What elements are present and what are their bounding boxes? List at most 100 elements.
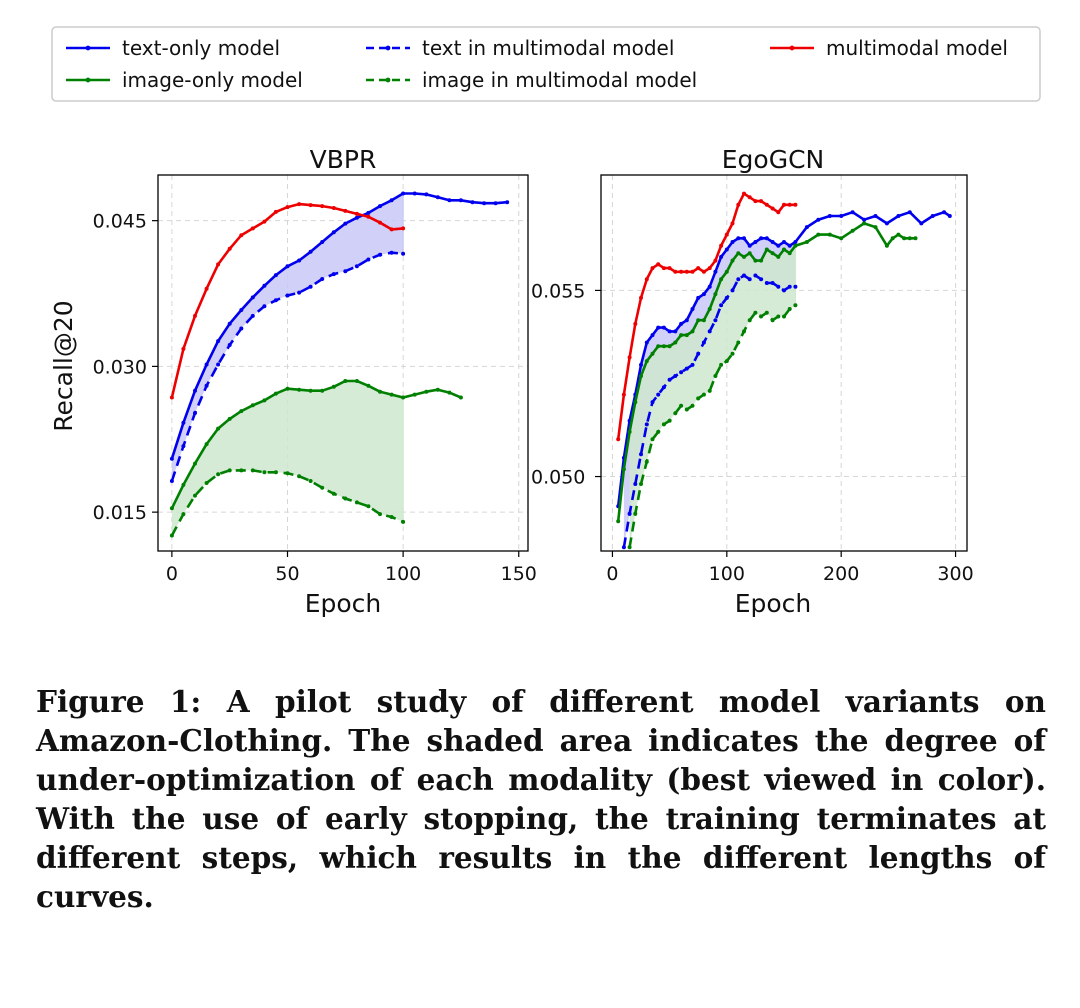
data-point-multimodal-model: [764, 202, 769, 207]
data-point-image-in-multimodal-model: [644, 459, 649, 464]
data-point-image-only-model: [458, 395, 463, 400]
data-point-image-only-model: [204, 442, 209, 447]
legend-marker: [85, 45, 91, 51]
data-point-image-only-model: [839, 236, 844, 241]
data-point-text-only-model: [412, 191, 417, 196]
data-point-multimodal-model: [285, 205, 290, 210]
data-point-text-only-model: [850, 210, 855, 215]
data-point-image-only-model: [724, 269, 729, 274]
data-point-image-in-multimodal-model: [389, 515, 394, 519]
data-point-text-in-multimodal-model: [308, 284, 313, 289]
data-point-multimodal-model: [227, 246, 232, 251]
legend-marker: [385, 77, 391, 83]
data-point-image-in-multimodal-model: [193, 493, 197, 498]
data-point-text-only-model: [896, 214, 901, 218]
data-point-image-in-multimodal-model: [366, 504, 371, 509]
legend-marker: [789, 45, 795, 51]
data-point-text-only-model: [366, 210, 371, 215]
data-point-multimodal-model: [753, 199, 758, 204]
legend-label: text-only model: [122, 36, 280, 60]
y-tick-label: 0.015: [93, 502, 147, 524]
x-tick-label: 150: [501, 563, 537, 585]
data-point-text-in-multimodal-model: [378, 252, 382, 257]
data-point-text-only-model: [690, 307, 695, 311]
data-point-text-only-model: [343, 221, 348, 226]
data-point-image-in-multimodal-model: [227, 468, 232, 473]
data-point-multimodal-model: [673, 269, 678, 274]
series-line-text-only-model: [616, 210, 951, 507]
data-point-image-only-model: [770, 251, 775, 256]
legend-marker: [385, 45, 391, 51]
data-point-text-only-model: [770, 240, 775, 244]
data-point-text-only-model: [764, 236, 769, 241]
data-point-text-only-model: [673, 329, 678, 334]
data-point-text-only-model: [320, 240, 325, 244]
data-point-multimodal-model: [633, 321, 638, 326]
data-point-image-only-model: [354, 379, 359, 383]
data-point-text-only-model: [424, 192, 429, 197]
y-axis-label: Recall@20: [49, 300, 78, 431]
data-point-text-only-model: [378, 204, 382, 209]
data-point-image-only-model: [343, 379, 348, 383]
plot-frame: [157, 174, 529, 552]
data-point-multimodal-model: [262, 219, 267, 224]
data-point-text-in-multimodal-model: [724, 295, 729, 300]
legend-label: image-only model: [122, 68, 303, 92]
data-point-text-only-model: [873, 214, 878, 218]
data-point-image-only-model: [736, 251, 741, 256]
data-point-image-only-model: [621, 467, 626, 472]
data-point-image-in-multimodal-model: [627, 545, 632, 550]
data-point-text-in-multimodal-model: [679, 370, 684, 375]
data-point-image-in-multimodal-model: [656, 429, 661, 434]
legend-label: image in multimodal model: [422, 68, 697, 92]
data-point-text-only-model: [782, 240, 786, 244]
data-point-image-in-multimodal-model: [707, 388, 712, 393]
data-point-image-in-multimodal-model: [239, 468, 244, 473]
data-point-multimodal-model: [354, 211, 359, 216]
data-point-multimodal-model: [193, 313, 197, 318]
legend-item-text-only-model: text-only model: [66, 36, 280, 60]
data-point-text-only-model: [816, 217, 821, 222]
data-point-text-in-multimodal-model: [742, 273, 746, 278]
data-point-image-in-multimodal-model: [684, 407, 689, 412]
data-point-text-only-model: [401, 191, 406, 196]
data-point-text-only-model: [482, 201, 487, 206]
data-point-image-only-model: [216, 426, 221, 431]
data-point-image-only-model: [616, 519, 621, 524]
data-point-text-in-multimodal-model: [661, 385, 666, 390]
data-point-image-only-model: [696, 318, 701, 323]
data-point-image-in-multimodal-model: [701, 392, 706, 397]
data-point-image-only-model: [193, 461, 197, 466]
data-point-image-in-multimodal-model: [679, 403, 684, 408]
data-point-image-in-multimodal-model: [747, 318, 752, 323]
data-point-multimodal-model: [776, 210, 781, 215]
x-tick-label: 200: [823, 563, 859, 585]
data-point-image-only-model: [250, 403, 255, 408]
data-point-image-in-multimodal-model: [320, 485, 325, 490]
data-point-text-only-model: [331, 230, 336, 235]
data-point-image-in-multimodal-model: [753, 310, 758, 315]
data-point-image-only-model: [679, 333, 684, 338]
data-point-text-in-multimodal-model: [227, 343, 232, 347]
data-point-text-only-model: [707, 284, 712, 289]
data-point-image-only-model: [627, 429, 632, 434]
data-point-text-in-multimodal-model: [690, 362, 695, 367]
data-point-image-in-multimodal-model: [401, 519, 406, 524]
shaded-area-image-only-model: [629, 245, 796, 548]
data-point-text-only-model: [776, 243, 781, 248]
data-point-image-only-model: [684, 333, 689, 338]
data-point-image-in-multimodal-model: [690, 403, 695, 408]
data-point-multimodal-model: [320, 204, 325, 209]
x-tick-label: 300: [937, 563, 973, 585]
data-point-image-in-multimodal-model: [343, 496, 348, 501]
data-point-text-in-multimodal-model: [343, 269, 348, 274]
data-point-text-in-multimodal-model: [667, 377, 672, 382]
data-point-multimodal-model: [742, 191, 746, 196]
data-point-multimodal-model: [701, 269, 706, 274]
data-point-text-in-multimodal-model: [621, 545, 626, 550]
data-point-image-in-multimodal-model: [673, 411, 678, 416]
data-point-text-only-model: [736, 236, 741, 241]
data-point-text-only-model: [639, 362, 643, 367]
data-point-image-only-model: [764, 247, 769, 252]
data-point-text-only-model: [308, 249, 313, 254]
